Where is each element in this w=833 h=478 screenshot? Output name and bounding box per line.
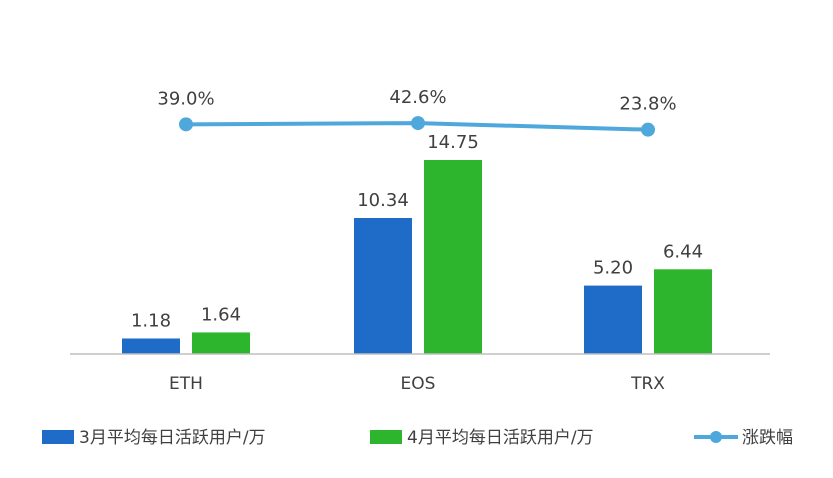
- bars-layer: [122, 160, 712, 354]
- legend-label-series-2: 4月平均每日活跃用户/万: [407, 428, 594, 448]
- bar-eos-series-2: [424, 160, 482, 354]
- bar-value-label-eos-series-2: 14.75: [427, 132, 479, 153]
- legend-label-series-1: 3月平均每日活跃用户/万: [79, 428, 266, 448]
- legend-label-line-series: 涨跌幅: [742, 428, 793, 448]
- bar-value-label-eos-series-1: 10.34: [357, 190, 409, 211]
- bar-value-label-trx-series-1: 5.20: [593, 258, 633, 279]
- x-tick-label-trx: TRX: [630, 374, 665, 394]
- legend-line-marker: [710, 431, 722, 443]
- bar-eth-series-1: [122, 338, 180, 354]
- line-point-eos: [411, 116, 425, 131]
- line-layer: [179, 116, 655, 137]
- legend-swatch-series-2: [370, 430, 402, 444]
- x-tick-label-eos: EOS: [401, 374, 436, 394]
- line-value-label-eth: 39.0%: [157, 88, 214, 109]
- bar-eth-series-2: [192, 332, 250, 354]
- bar-trx-series-2: [654, 269, 712, 354]
- x-tick-label-eth: ETH: [169, 374, 203, 394]
- labels-layer: 1.18 1.64 ETH 10.34 14.75 EOS 5.20 6.44 TRX 39.0%…: [131, 87, 703, 394]
- bar-value-label-eth-series-1: 1.18: [131, 310, 171, 331]
- legend: 3月平均每日活跃用户/万 4月平均每日活跃用户/万 涨跌幅: [42, 428, 793, 448]
- bar-trx-series-1: [584, 285, 642, 354]
- line-value-label-eos: 42.6%: [389, 87, 446, 108]
- bar-value-label-eth-series-2: 1.64: [201, 304, 241, 325]
- line-point-trx: [641, 122, 655, 137]
- line-point-eth: [179, 117, 193, 132]
- legend-swatch-series-1: [42, 430, 74, 444]
- bar-value-label-trx-series-2: 6.44: [663, 241, 703, 262]
- line-value-label-trx: 23.8%: [619, 94, 676, 115]
- bar-eos-series-1: [354, 218, 412, 354]
